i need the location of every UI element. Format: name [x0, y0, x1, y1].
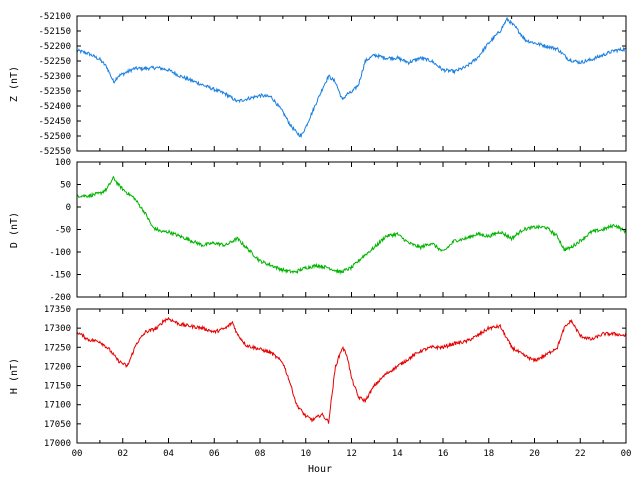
y-tick-label-h: 17300: [44, 324, 71, 334]
y-tick-label-d: -150: [49, 271, 71, 281]
x-tick-label: 04: [163, 449, 174, 459]
y-tick-label-h: 17050: [44, 420, 71, 430]
y-tick-label-h: 17100: [44, 401, 71, 411]
xlabel: Hour: [308, 464, 332, 475]
panel-h: H (nT) 17000 17050 17100 17150 17200 17250 173…: [9, 305, 627, 449]
y-tick-label-d: -100: [49, 248, 71, 258]
series-line-h: [76, 316, 627, 424]
x-tick-label: 20: [529, 449, 540, 459]
panel-z: Z (nT) -52550 -52500 -52450 -52400 -52350 -52…: [9, 12, 627, 157]
y-tick-label-z: -52300: [38, 72, 71, 82]
x-tick-label: 14: [392, 449, 403, 459]
x-tick-label: 02: [117, 449, 128, 459]
series-line-z: [76, 17, 627, 139]
x-tick-label: 22: [575, 449, 586, 459]
y-tick-label-z: -52250: [38, 57, 71, 67]
y-tick-label-z: -52400: [38, 102, 71, 112]
ylabel-h: H (nT): [9, 358, 20, 394]
y-tick-label-z: -52100: [38, 12, 71, 22]
y-tick-label-z: -52350: [38, 87, 71, 97]
x-axis: 00 02 04 06 08 10 12 14 16 18 20 22 00: [72, 449, 632, 459]
y-tick-label-z: -52200: [38, 42, 71, 52]
y-tick-label-z: -52500: [38, 132, 71, 142]
x-tick-label: 00: [621, 449, 632, 459]
y-tick-label-d: 100: [55, 158, 71, 168]
y-tick-label-h: 17150: [44, 382, 71, 392]
x-tick-label: 18: [483, 449, 494, 459]
series-line-d: [76, 175, 627, 276]
y-tick-label-z: -52550: [38, 147, 71, 157]
ylabel-z: Z (nT): [9, 66, 20, 102]
panel-d: D (nT) -200 -150 -100 -50 0 50 100: [9, 158, 627, 303]
y-tick-label-d: -50: [55, 226, 71, 236]
y-tick-label-d: 50: [60, 181, 71, 191]
y-tick-label-h: 17250: [44, 343, 71, 353]
x-tick-label: 00: [72, 449, 83, 459]
y-tick-label-h: 17000: [44, 439, 71, 449]
ylabel-d: D (nT): [9, 212, 20, 248]
y-tick-label-z: -52150: [38, 27, 71, 37]
x-tick-label: 12: [346, 449, 357, 459]
y-tick-label-h: 17350: [44, 305, 71, 315]
y-tick-label-h: 17200: [44, 362, 71, 372]
y-tick-label-z: -52450: [38, 117, 71, 127]
x-tick-label: 16: [438, 449, 449, 459]
x-tick-label: 06: [209, 449, 220, 459]
x-tick-label: 08: [255, 449, 266, 459]
y-tick-label-d: -200: [49, 293, 71, 303]
y-tick-label-d: 0: [66, 203, 71, 213]
x-tick-label: 10: [300, 449, 311, 459]
